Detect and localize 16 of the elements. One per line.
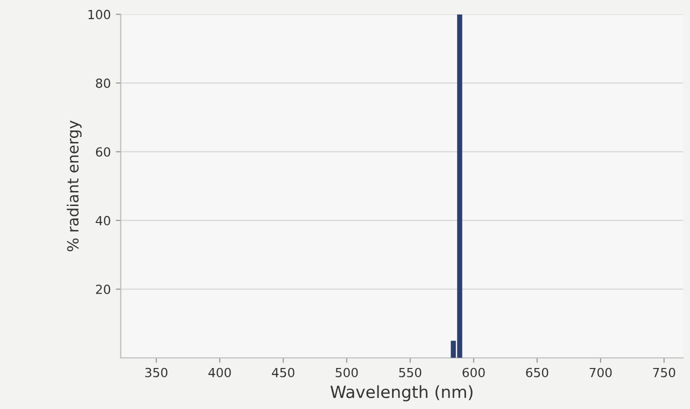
x-tick-label: 350 <box>145 368 168 378</box>
x-axis-title: Wavelength (nm) <box>330 385 472 402</box>
x-tick-label: 550 <box>399 368 422 378</box>
y-tick-label: 80 <box>96 78 110 88</box>
y-tick-label: 40 <box>96 216 110 226</box>
y-tick-label: 100 <box>88 10 110 20</box>
x-tick-label: 450 <box>272 368 294 378</box>
x-tick-label: 400 <box>208 368 231 378</box>
x-tick-label: 650 <box>526 368 548 378</box>
y-tick-label: 60 <box>96 147 110 157</box>
x-tick-label: 750 <box>653 368 676 378</box>
x-tick-label: 500 <box>336 368 358 378</box>
y-tick-label: 20 <box>96 284 110 294</box>
y-axis-title: % radiant energy <box>66 120 82 252</box>
x-tick-label: 700 <box>590 368 612 378</box>
x-tick-label: 600 <box>462 368 485 378</box>
